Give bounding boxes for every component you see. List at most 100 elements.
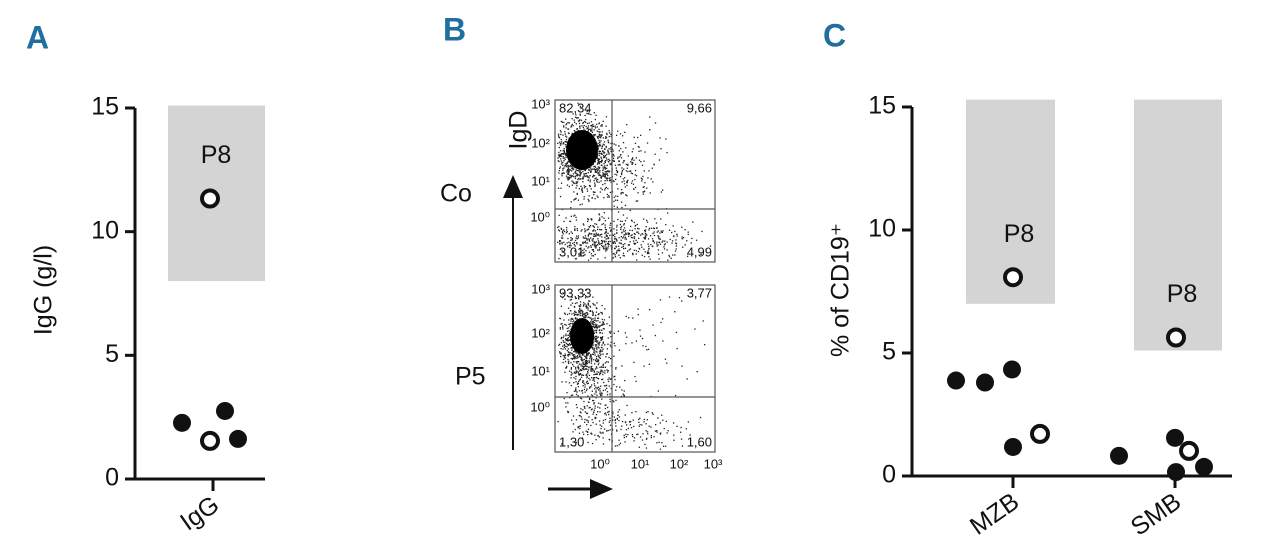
event-dot bbox=[563, 125, 565, 127]
event-dot bbox=[610, 377, 612, 380]
event-dot bbox=[574, 311, 576, 313]
event-dot bbox=[585, 356, 588, 358]
event-dot bbox=[619, 156, 621, 158]
event-dot bbox=[659, 432, 661, 435]
event-dot bbox=[633, 243, 636, 245]
event-dot bbox=[595, 360, 597, 362]
event-dot bbox=[586, 110, 588, 112]
event-dot bbox=[644, 182, 646, 184]
event-dot bbox=[564, 323, 566, 326]
event-dot bbox=[632, 317, 634, 319]
event-dot bbox=[597, 382, 599, 384]
event-dot bbox=[574, 228, 576, 230]
event-dot bbox=[607, 141, 609, 143]
event-dot bbox=[588, 300, 591, 302]
event-dot bbox=[574, 214, 576, 216]
event-dot bbox=[597, 171, 599, 174]
event-dot bbox=[578, 356, 581, 358]
event-dot bbox=[604, 389, 607, 391]
event-dot bbox=[563, 167, 565, 169]
event-dot bbox=[583, 187, 586, 189]
event-dot bbox=[627, 155, 629, 157]
event-dot bbox=[583, 365, 585, 368]
event-dot bbox=[595, 311, 598, 313]
event-dot bbox=[593, 303, 595, 306]
event-dot bbox=[591, 124, 593, 127]
event-dot bbox=[567, 353, 569, 356]
event-dot bbox=[598, 145, 600, 147]
event-dot bbox=[567, 354, 569, 356]
event-dot bbox=[647, 243, 649, 245]
event-dot bbox=[594, 325, 597, 328]
event-dot bbox=[599, 161, 601, 163]
event-dot bbox=[647, 411, 649, 413]
event-dot bbox=[647, 348, 650, 350]
event-dot bbox=[576, 243, 578, 245]
event-dot bbox=[576, 357, 578, 359]
event-dot bbox=[582, 171, 584, 173]
event-dot bbox=[609, 417, 611, 419]
event-dot bbox=[574, 177, 577, 180]
event-dot bbox=[641, 246, 643, 248]
event-dot bbox=[596, 326, 598, 329]
event-dot bbox=[570, 377, 572, 379]
event-dot bbox=[616, 430, 618, 432]
event-dot bbox=[594, 417, 596, 420]
event-dot bbox=[637, 192, 639, 194]
event-dot bbox=[624, 414, 626, 416]
event-dot bbox=[632, 419, 634, 421]
event-dot bbox=[586, 368, 588, 370]
event-dot bbox=[647, 238, 650, 240]
event-dot bbox=[639, 417, 641, 419]
event-dot bbox=[610, 147, 612, 149]
event-dot bbox=[602, 137, 604, 139]
event-dot bbox=[616, 251, 618, 253]
event-dot bbox=[601, 425, 603, 427]
event-dot bbox=[592, 344, 594, 346]
event-dot bbox=[599, 371, 602, 373]
event-dot bbox=[593, 327, 596, 329]
event-dot bbox=[601, 337, 603, 339]
event-dot bbox=[609, 240, 611, 243]
event-dot bbox=[560, 182, 563, 184]
event-dot bbox=[622, 214, 625, 216]
y-tick-label: 10 bbox=[91, 216, 119, 244]
event-dot bbox=[559, 240, 561, 243]
event-dot bbox=[600, 339, 602, 341]
event-dot bbox=[598, 371, 600, 373]
event-dot bbox=[594, 191, 596, 193]
event-dot bbox=[648, 425, 650, 427]
event-dot bbox=[558, 225, 560, 228]
event-dot bbox=[602, 371, 604, 373]
event-dot bbox=[585, 175, 587, 177]
event-dot bbox=[576, 193, 578, 195]
event-dot bbox=[597, 340, 599, 342]
event-dot bbox=[579, 369, 582, 371]
event-dot bbox=[568, 330, 570, 332]
event-dot bbox=[560, 187, 562, 189]
event-dot bbox=[590, 319, 593, 321]
event-dot bbox=[630, 236, 633, 239]
event-dot bbox=[595, 345, 597, 347]
event-dot bbox=[579, 171, 581, 173]
event-dot bbox=[612, 257, 615, 259]
event-dot bbox=[650, 244, 652, 246]
event-dot bbox=[577, 366, 579, 369]
event-dot bbox=[610, 358, 612, 360]
event-dot bbox=[566, 346, 568, 348]
event-dot bbox=[567, 166, 569, 168]
event-dot bbox=[572, 167, 574, 169]
event-dot bbox=[572, 354, 574, 356]
event-dot bbox=[582, 252, 584, 254]
event-dot bbox=[604, 148, 606, 150]
event-dot bbox=[601, 159, 603, 161]
event-dot bbox=[575, 404, 578, 406]
event-dot bbox=[565, 123, 568, 125]
event-dot bbox=[621, 389, 623, 391]
event-dot bbox=[605, 250, 607, 252]
event-dot bbox=[594, 340, 596, 342]
event-dot bbox=[583, 302, 585, 304]
event-dot bbox=[607, 150, 609, 152]
event-dot bbox=[582, 305, 585, 307]
event-dot bbox=[567, 168, 569, 170]
